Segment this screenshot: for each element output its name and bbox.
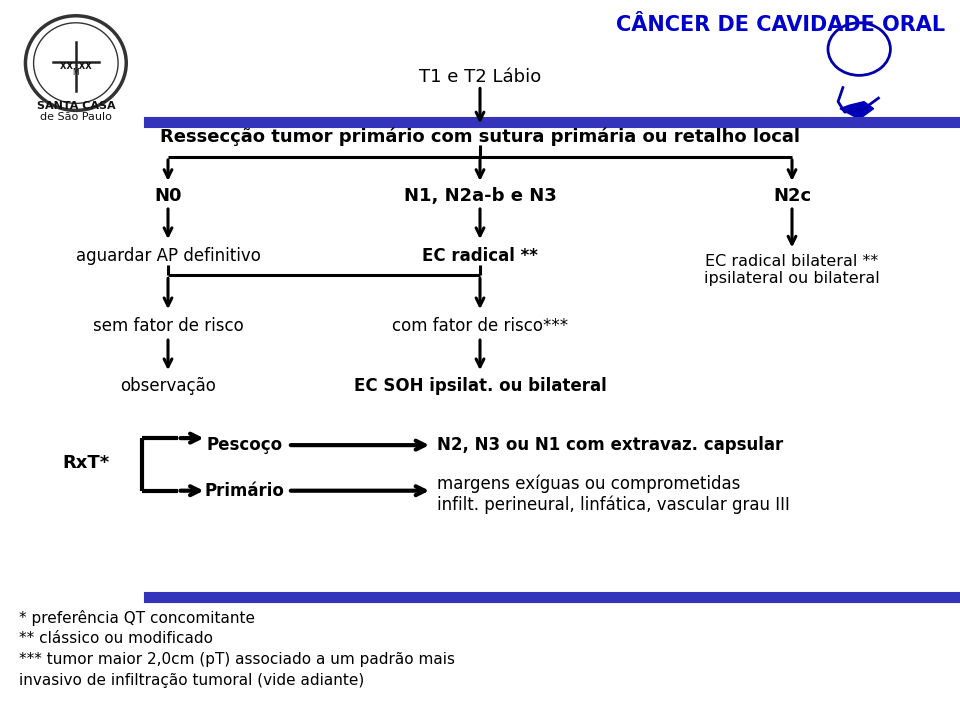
Text: * preferência QT concomitante: * preferência QT concomitante — [19, 610, 255, 626]
Text: margens exíguas ou comprometidas
infilt. perineural, linfática, vascular grau II: margens exíguas ou comprometidas infilt.… — [437, 475, 790, 514]
Text: de São Paulo: de São Paulo — [40, 112, 111, 122]
Text: Ressecção tumor primário com sutura primária ou retalho local: Ressecção tumor primário com sutura prim… — [160, 128, 800, 146]
Text: CÂNCER DE CAVIDADE ORAL: CÂNCER DE CAVIDADE ORAL — [616, 15, 946, 36]
Text: N0: N0 — [155, 187, 181, 205]
Text: N1, N2a-b e N3: N1, N2a-b e N3 — [403, 187, 557, 205]
Text: com fator de risco***: com fator de risco*** — [392, 317, 568, 335]
Text: aguardar AP definitivo: aguardar AP definitivo — [76, 247, 260, 265]
Text: Pescoço: Pescoço — [206, 436, 283, 454]
Text: RxT*: RxT* — [62, 454, 110, 472]
Text: Primário: Primário — [204, 482, 285, 500]
Text: EC radical **: EC radical ** — [422, 247, 538, 265]
Text: EC SOH ipsilat. ou bilateral: EC SOH ipsilat. ou bilateral — [353, 376, 607, 395]
Text: T1 e T2 Lábio: T1 e T2 Lábio — [419, 68, 541, 86]
Polygon shape — [840, 102, 874, 119]
Text: sem fator de risco: sem fator de risco — [92, 317, 244, 335]
Text: N2, N3 ou N1 com extravaz. capsular: N2, N3 ou N1 com extravaz. capsular — [437, 436, 783, 454]
Text: ** clássico ou modificado: ** clássico ou modificado — [19, 631, 213, 646]
Text: *** tumor maior 2,0cm (pT) associado a um padrão mais: *** tumor maior 2,0cm (pT) associado a u… — [19, 652, 455, 667]
Text: N2c: N2c — [773, 187, 811, 205]
Text: observação: observação — [120, 376, 216, 395]
Text: EC radical bilateral **
ipsilateral ou bilateral: EC radical bilateral ** ipsilateral ou b… — [704, 254, 880, 286]
Text: XX  XX: XX XX — [60, 62, 92, 71]
Text: invasivo de infiltração tumoral (vide adiante): invasivo de infiltração tumoral (vide ad… — [19, 673, 365, 688]
Text: M: M — [73, 68, 79, 76]
Text: SANTA CASA: SANTA CASA — [36, 101, 115, 111]
